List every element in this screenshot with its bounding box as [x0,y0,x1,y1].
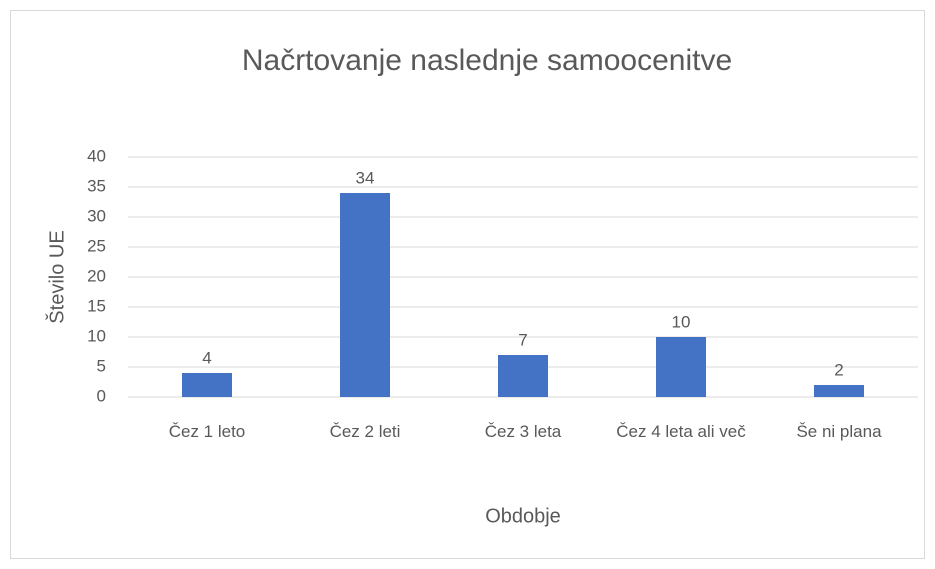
y-tick-label: 25 [87,236,106,255]
y-tick-label: 20 [87,266,106,285]
data-label: 4 [202,348,211,367]
chart-title: Načrtovanje naslednje samoocenitve [242,44,732,77]
bar [656,337,706,397]
y-tick-label: 40 [87,146,106,165]
data-label: 7 [518,330,527,349]
y-tick-label: 10 [87,326,106,345]
x-axis-label: Obdobje [485,505,561,527]
x-tick-label: Čez 3 leta [484,422,562,441]
x-tick-label: Čez 4 leta ali več [616,422,746,441]
bar [182,373,232,397]
x-tick-label: Še ni plana [796,422,882,441]
y-tick-label: 0 [97,386,106,405]
y-tick-label: 15 [87,296,106,315]
y-tick-label: 5 [97,356,106,375]
x-tick-label: Čez 2 leti [329,422,401,441]
bar [814,385,864,397]
bar [498,355,548,397]
bar [340,193,390,397]
y-tick-label: 35 [87,176,106,195]
x-tick-label: Čez 1 leto [168,422,246,441]
data-label: 2 [834,360,843,379]
data-label: 10 [672,312,691,331]
y-tick-label: 30 [87,206,106,225]
data-label: 34 [356,168,375,187]
chart-border [10,10,925,559]
y-axis-label: Število UE [45,230,68,323]
